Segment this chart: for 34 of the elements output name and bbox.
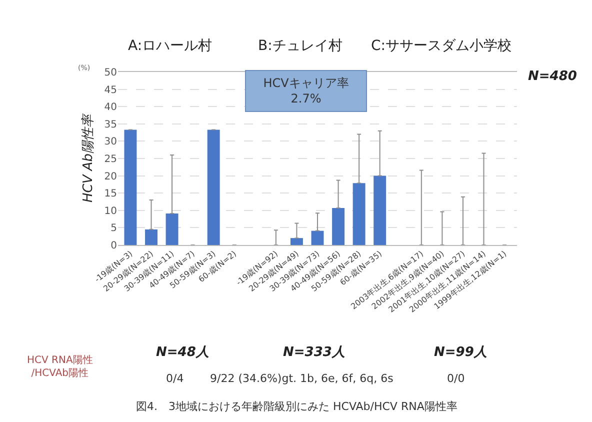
caption: 図4. 3地域における年齢階級別にみた HCVAb/HCV RNA陽性率 [136, 400, 458, 413]
text: B:チュレイ村 [258, 38, 342, 54]
text: 9/22 (34.6%)gt. 1b, 6e, 6f, 6q, 6s [210, 372, 394, 385]
y-tick-label: 25 [104, 154, 117, 165]
bar [124, 130, 137, 245]
text: N=480 [528, 69, 577, 84]
y-tick-label: 10 [104, 206, 117, 217]
text: N=333人 [283, 345, 345, 360]
text: 0/0 [447, 372, 465, 385]
y-axis-title: HCV Ab陽性率 [80, 112, 96, 203]
text: A:ロハール村 [128, 38, 212, 54]
y-tick-label: 15 [104, 188, 117, 200]
y-tick-label: 20 [104, 171, 117, 182]
bar [166, 214, 178, 245]
text: HCV RNA陽性 /HCVAb陽性 [27, 354, 93, 379]
y-tick-label: 0 [110, 240, 117, 252]
text: N=99人 [434, 345, 487, 360]
annotation: HCVキャリア率 2.7% [263, 76, 349, 106]
y-tick-label: 5 [110, 223, 117, 234]
bar [352, 183, 366, 245]
text: 0/4 [166, 372, 184, 385]
text: C:ササースダム小学校 [371, 38, 512, 54]
bar [311, 230, 324, 245]
y-tick-label: 35 [104, 119, 117, 130]
bar [374, 176, 386, 245]
bar [332, 208, 345, 245]
text: N=48人 [156, 345, 209, 360]
bar [145, 229, 158, 245]
bar [207, 130, 220, 245]
y-tick-label: 50 [104, 68, 117, 78]
y-tick-label: 30 [104, 136, 117, 148]
bar [290, 238, 303, 245]
y-tick-label: 45 [104, 84, 117, 96]
y-tick-label: 40 [104, 102, 117, 114]
